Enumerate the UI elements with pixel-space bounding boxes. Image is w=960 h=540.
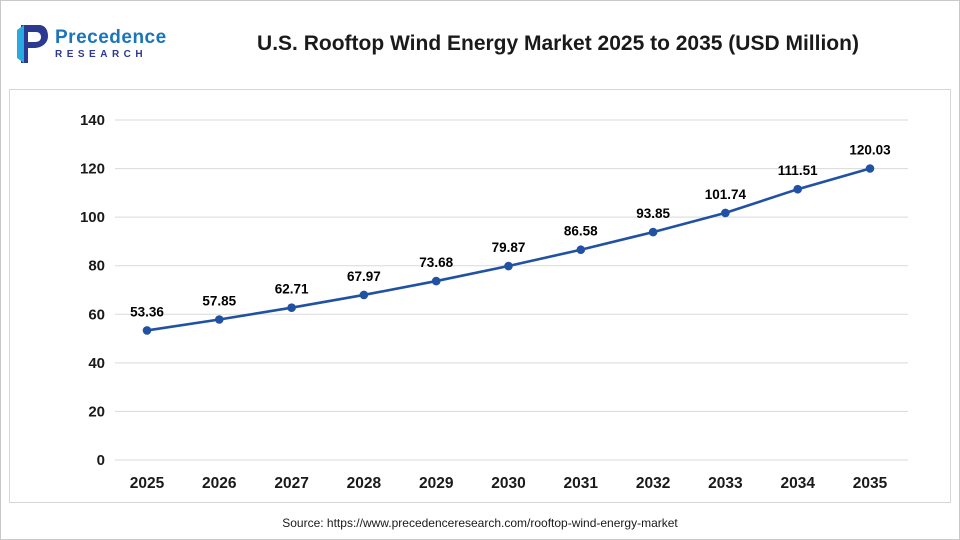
logo-text: Precedence RESEARCH — [55, 28, 167, 60]
x-axis-label: 2028 — [347, 475, 382, 492]
x-axis-label: 2030 — [491, 475, 525, 492]
data-point-marker — [504, 261, 513, 271]
data-point-label: 53.36 — [130, 304, 164, 319]
data-point-marker — [142, 326, 152, 335]
y-axis-label: 100 — [80, 209, 105, 226]
logo-sub-text: RESEARCH — [55, 49, 148, 60]
data-point-marker — [648, 227, 658, 237]
data-point-label: 111.51 — [778, 163, 818, 178]
data-point-label: 101.74 — [705, 187, 747, 202]
x-axis-label: 2029 — [419, 475, 454, 492]
data-point-label: 93.85 — [636, 206, 670, 221]
data-point-marker — [359, 290, 369, 300]
x-axis-label: 2026 — [202, 475, 237, 492]
x-axis-label: 2031 — [564, 475, 599, 492]
data-point-label: 79.87 — [492, 240, 526, 255]
header: Precedence RESEARCH U.S. Rooftop Wind En… — [1, 1, 959, 81]
x-axis-label: 2034 — [780, 475, 815, 492]
data-point-marker — [431, 276, 441, 286]
y-axis-label: 120 — [80, 161, 105, 178]
x-axis-label: 2032 — [636, 475, 670, 492]
source-text: Source: https://www.precedenceresearch.c… — [282, 516, 678, 530]
x-axis-label: 2027 — [274, 475, 308, 492]
data-point-label: 62.71 — [275, 282, 309, 297]
chart-area: 0 20 40 60 80 100 120 140 2025 2026 2027 2028 2029 20… — [9, 89, 951, 503]
data-point-marker — [721, 208, 730, 218]
x-axis-label: 2033 — [708, 475, 743, 492]
y-axis-label: 40 — [88, 355, 105, 372]
data-point-label: 73.68 — [419, 255, 453, 270]
y-axis-label: 60 — [88, 306, 105, 323]
data-point-marker — [287, 303, 296, 313]
y-axis-label: 20 — [88, 403, 105, 420]
data-point-label: 86.58 — [564, 224, 598, 239]
x-axis-label: 2035 — [853, 475, 888, 492]
y-axis-label: 140 — [80, 112, 105, 129]
logo-brand-text: Precedence — [55, 27, 167, 48]
logo: Precedence RESEARCH — [15, 24, 185, 64]
precedence-logo-icon — [17, 25, 48, 63]
data-point-label: 120.03 — [849, 142, 891, 157]
data-point-marker — [793, 184, 802, 194]
data-point-label: 67.97 — [347, 269, 381, 284]
data-point-marker — [576, 245, 586, 255]
data-point-marker — [215, 315, 224, 324]
y-axis-label: 0 — [97, 452, 105, 469]
y-axis-label: 80 — [88, 258, 105, 275]
chart-title: U.S. Rooftop Wind Energy Market 2025 to … — [257, 32, 859, 55]
x-axis-label: 2025 — [130, 475, 165, 492]
data-point-marker — [865, 164, 875, 173]
chart-svg: 0 20 40 60 80 100 120 140 2025 2026 2027 2028 2029 20… — [80, 112, 908, 492]
data-point-label: 57.85 — [202, 294, 236, 309]
